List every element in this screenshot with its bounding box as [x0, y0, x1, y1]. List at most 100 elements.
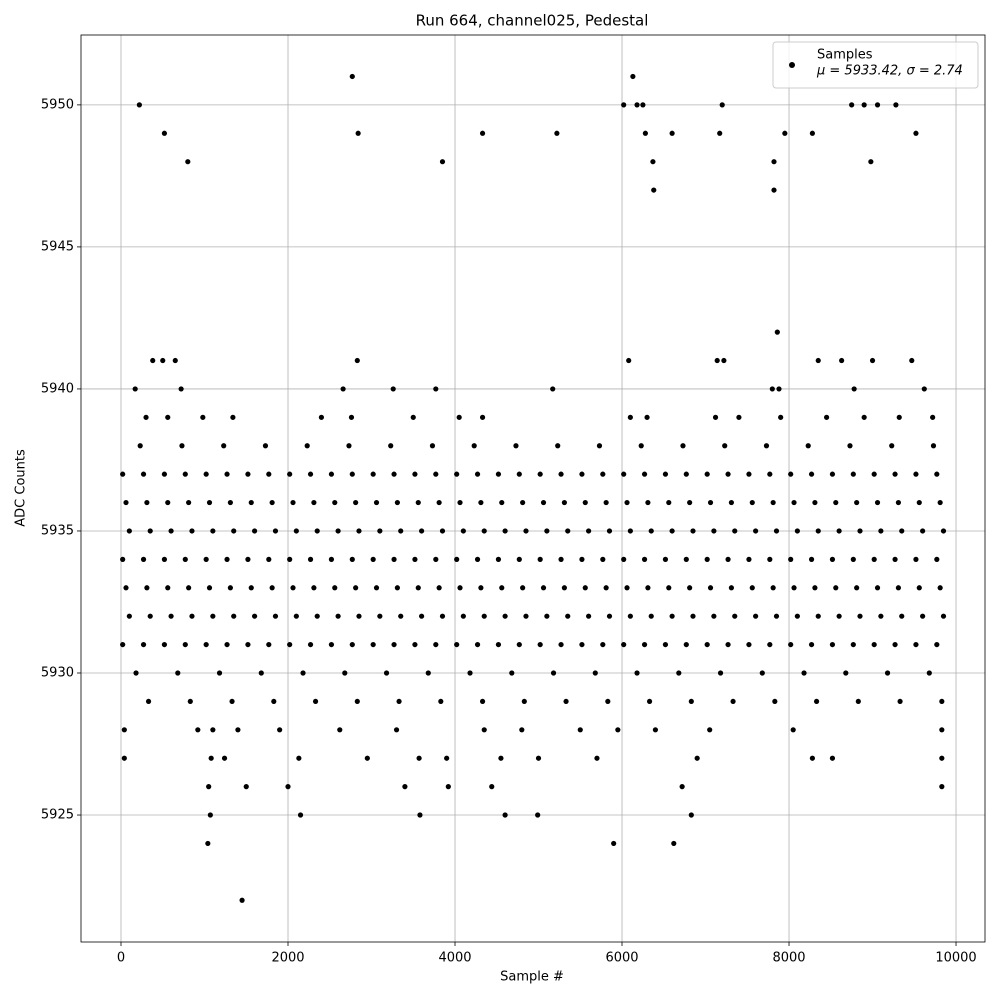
- point: [788, 641, 794, 648]
- point: [454, 641, 460, 648]
- point: [683, 556, 689, 562]
- point: [839, 357, 845, 364]
- y-axis-label: ADC Counts: [14, 449, 29, 527]
- point: [812, 499, 818, 506]
- legend-box: [772, 41, 979, 89]
- point: [561, 499, 567, 506]
- point: [433, 641, 439, 648]
- point: [603, 499, 609, 506]
- point: [640, 102, 646, 108]
- point: [520, 585, 526, 591]
- point: [871, 641, 877, 648]
- point: [850, 471, 856, 477]
- point: [626, 357, 632, 364]
- point: [849, 102, 855, 108]
- point: [136, 102, 142, 108]
- point: [854, 499, 860, 506]
- y-tick-label: 5945: [41, 239, 74, 254]
- point: [641, 641, 648, 648]
- point: [621, 471, 627, 477]
- point: [456, 414, 462, 420]
- point: [746, 556, 752, 562]
- point: [402, 784, 408, 790]
- point: [412, 556, 418, 562]
- point: [520, 499, 526, 506]
- point: [243, 784, 249, 790]
- point: [290, 585, 296, 591]
- point: [203, 641, 209, 648]
- point: [650, 159, 656, 165]
- point: [641, 471, 648, 477]
- point: [293, 613, 299, 619]
- point: [481, 528, 487, 534]
- point: [771, 159, 777, 165]
- point: [809, 755, 815, 761]
- point: [869, 357, 876, 364]
- point: [523, 613, 529, 619]
- point: [624, 585, 630, 591]
- point: [377, 613, 383, 619]
- point: [412, 471, 418, 477]
- point: [206, 585, 213, 591]
- point: [206, 499, 213, 506]
- point: [644, 414, 650, 420]
- point: [221, 443, 227, 449]
- point: [436, 585, 442, 591]
- point: [725, 641, 731, 648]
- point: [600, 471, 606, 477]
- y-tick-label: 5935: [41, 523, 74, 538]
- point: [140, 556, 147, 562]
- point: [916, 585, 922, 591]
- point: [645, 585, 651, 591]
- point: [314, 613, 320, 619]
- point: [271, 698, 277, 705]
- point: [669, 528, 675, 534]
- point: [728, 499, 735, 506]
- point: [478, 585, 484, 591]
- point: [433, 386, 439, 392]
- point: [934, 471, 940, 477]
- point: [594, 755, 600, 761]
- point: [782, 130, 788, 136]
- point: [523, 528, 529, 534]
- point: [307, 556, 314, 562]
- point: [592, 670, 598, 676]
- point: [829, 556, 836, 562]
- point: [540, 499, 547, 506]
- point: [293, 528, 299, 534]
- point: [495, 471, 502, 477]
- point: [652, 727, 659, 733]
- point: [245, 556, 251, 562]
- plot-frame: [80, 34, 986, 943]
- point: [753, 613, 759, 619]
- point: [596, 443, 603, 449]
- point: [669, 130, 675, 136]
- point: [354, 698, 360, 705]
- point: [479, 130, 486, 136]
- points: [120, 73, 947, 903]
- point: [186, 585, 192, 591]
- point: [210, 528, 216, 534]
- point: [349, 556, 355, 562]
- point: [150, 357, 156, 364]
- point: [939, 784, 945, 790]
- point: [147, 613, 153, 619]
- point: [132, 386, 138, 392]
- point: [638, 443, 644, 449]
- point: [133, 670, 139, 676]
- chart-title: Run 664, channel025, Pedestal: [416, 12, 649, 30]
- point: [913, 130, 919, 136]
- point: [646, 698, 653, 705]
- point: [277, 727, 283, 733]
- point: [356, 613, 362, 619]
- point: [579, 556, 585, 562]
- x-tick-label: 2000: [271, 951, 304, 966]
- point: [939, 755, 945, 761]
- point: [144, 499, 150, 506]
- point: [776, 386, 782, 392]
- point: [391, 641, 397, 648]
- point: [370, 641, 376, 648]
- point: [230, 414, 236, 420]
- point: [854, 585, 860, 591]
- point: [335, 528, 341, 534]
